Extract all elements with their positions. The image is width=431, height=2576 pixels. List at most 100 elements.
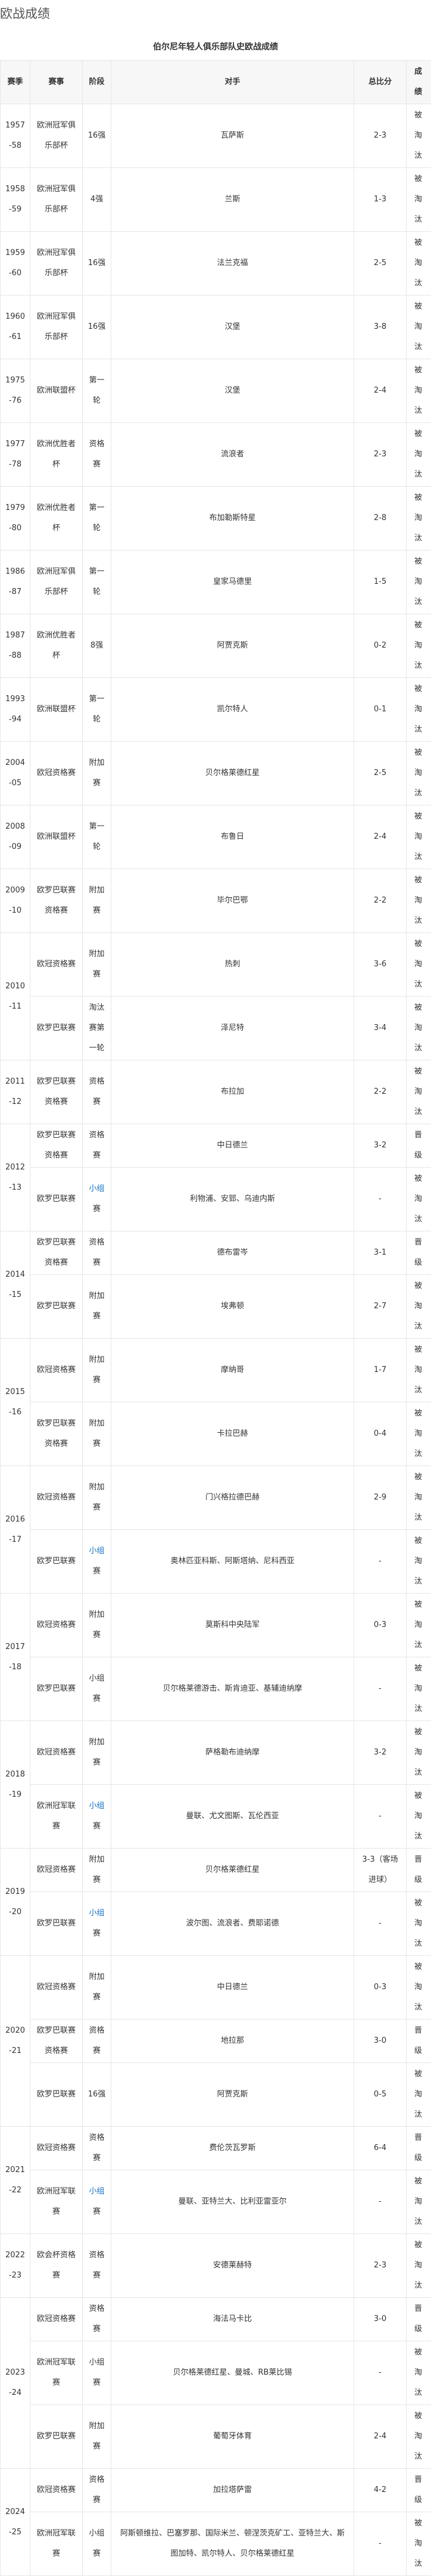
result-label: 被淘汰 (414, 169, 423, 230)
result-label: 被淘汰 (414, 1531, 423, 1592)
result-label: 被淘汰 (414, 488, 423, 549)
season-cell: 2021-22 (1, 2127, 30, 2234)
opponent-cell: 葡萄牙体育 (111, 2405, 354, 2469)
result-cell: 被淘汰 (407, 295, 431, 359)
aggregate-cell: 3-3（客场进球） (354, 1849, 407, 1892)
stage-link[interactable]: 小组 (89, 1184, 104, 1193)
stage-cell: 附加赛 (83, 933, 111, 997)
table-row: 欧洲冠军联赛小组赛贝尔格莱德红星、曼城、RB莱比锡-被淘汰 (1, 2341, 431, 2405)
result-label: 被淘汰 (414, 1404, 423, 1464)
stage-cell: 附加赛 (83, 2405, 111, 2469)
stage-link[interactable]: 小组 (89, 1802, 104, 1810)
result-label: 被淘汰 (414, 1957, 423, 2018)
season-cell: 2010-11 (1, 933, 30, 1060)
result-cell: 晋级 (407, 1124, 431, 1168)
result-label: 晋级 (414, 2021, 423, 2061)
result-cell: 被淘汰 (407, 168, 431, 232)
stage-link[interactable]: 小组 (89, 1909, 104, 1918)
competition-cell: 欧冠资格赛 (30, 1956, 83, 2020)
season-cell: 2008-09 (1, 805, 30, 869)
result-label: 被淘汰 (414, 1595, 423, 1656)
stage-link[interactable]: 小组 (89, 1547, 104, 1555)
result-label: 晋级 (414, 1125, 423, 1166)
stage-suffix: 赛 (93, 1205, 101, 1214)
result-cell: 晋级 (407, 1849, 431, 1892)
result-label: 被淘汰 (414, 297, 423, 357)
opponent-cell: 波尔图、流浪者、费耶诺德 (111, 1892, 354, 1956)
stage-cell: 16强 (83, 104, 111, 168)
opponent-cell: 摩纳哥 (111, 1339, 354, 1402)
opponent-cell: 地拉那 (111, 2020, 354, 2063)
opponent-cell: 中日德兰 (111, 1956, 354, 2020)
competition-cell: 欧洲优胜者杯 (30, 614, 83, 678)
aggregate-cell: 2-8 (354, 487, 407, 550)
result-cell: 被淘汰 (407, 550, 431, 614)
result-label: 被淘汰 (414, 679, 423, 740)
season-cell: 2019-20 (1, 1849, 30, 1956)
result-label: 被淘汰 (414, 1340, 423, 1401)
stage-cell: 附加赛 (83, 869, 111, 933)
stage-cell: 第一轮 (83, 805, 111, 869)
result-cell: 晋级 (407, 2469, 431, 2512)
aggregate-cell: 0-2 (354, 614, 407, 678)
competition-cell: 欧洲冠军俱乐部杯 (30, 104, 83, 168)
result-cell: 被淘汰 (407, 742, 431, 805)
result-cell: 被淘汰 (407, 1956, 431, 2020)
result-cell: 晋级 (407, 2020, 431, 2063)
result-cell: 被淘汰 (407, 2170, 431, 2234)
result-label: 被淘汰 (414, 1659, 423, 1719)
competition-cell: 欧冠资格赛 (30, 1594, 83, 1657)
aggregate-cell: 3-8 (354, 295, 407, 359)
opponent-cell: 门兴格拉德巴赫 (111, 1466, 354, 1530)
competition-cell: 欧洲冠军俱乐部杯 (30, 168, 83, 232)
opponent-cell: 汉堡 (111, 359, 354, 423)
page-title: 欧战成绩 (0, 0, 431, 31)
aggregate-cell: 2-2 (354, 869, 407, 933)
result-cell: 被淘汰 (407, 1275, 431, 1339)
competition-cell: 欧洲冠军联赛 (30, 2341, 83, 2405)
result-label: 被淘汰 (414, 1722, 423, 1783)
result-label: 被淘汰 (414, 807, 423, 867)
aggregate-cell: 2-4 (354, 805, 407, 869)
season-cell: 1986-87 (1, 550, 30, 614)
aggregate-cell: 2-3 (354, 104, 407, 168)
aggregate-cell: 1-5 (354, 550, 407, 614)
season-cell: 2009-10 (1, 869, 30, 933)
opponent-cell: 加拉塔萨雷 (111, 2469, 354, 2512)
season-cell: 2020-21 (1, 1956, 30, 2127)
aggregate-cell: 0-4 (354, 1402, 407, 1466)
stage-cell: 小组赛 (83, 2512, 111, 2576)
result-cell: 被淘汰 (407, 1339, 431, 1402)
result-label: 被淘汰 (414, 1276, 423, 1337)
stage-link[interactable]: 小组 (89, 2187, 104, 2196)
opponent-cell: 中日德兰 (111, 1124, 354, 1168)
season-cell: 1993-94 (1, 678, 30, 742)
opponent-cell: 贝尔格莱德红星 (111, 742, 354, 805)
result-cell: 被淘汰 (407, 423, 431, 487)
stage-suffix: 赛 (93, 1929, 101, 1938)
aggregate-cell: 2-3 (354, 423, 407, 487)
aggregate-cell: 2-2 (354, 1060, 407, 1124)
stage-cell: 资格赛 (83, 2127, 111, 2170)
stage-suffix: 赛 (93, 1567, 101, 1576)
opponent-cell: 布加勒斯特星 (111, 487, 354, 550)
competition-cell: 欧罗巴联赛 (30, 2405, 83, 2469)
season-cell: 1977-78 (1, 423, 30, 487)
stage-cell: 小组赛 (83, 1785, 111, 1849)
season-cell: 2015-16 (1, 1339, 30, 1466)
